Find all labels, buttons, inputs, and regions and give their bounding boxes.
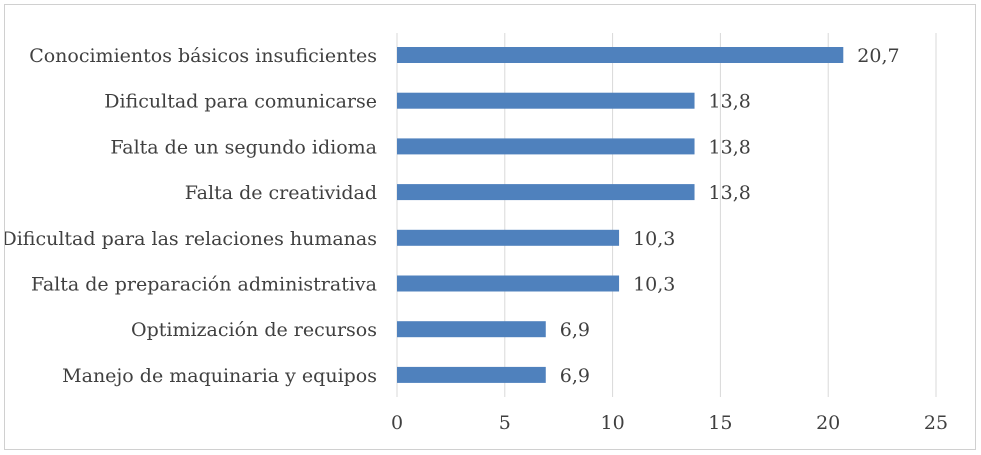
chart-frame: Conocimientos básicos insuficientes Dific… [1,4,976,450]
bar [397,47,844,63]
category-label: Conocimientos básicos insuficientes [29,45,377,67]
category-label: Falta de preparación administrativa [31,274,377,296]
x-tick-label: 15 [708,412,732,434]
category-label: Falta de creatividad [185,182,377,204]
bar [397,321,546,338]
bars [397,47,844,383]
bar [397,366,546,383]
category-label: Optimización de recursos [131,319,377,341]
bar-chart: Conocimientos básicos insuficientes Dific… [1,33,948,434]
data-label: 6,9 [560,365,590,387]
category-label: Manejo de maquinaria y equipos [62,365,377,387]
data-label: 6,9 [560,319,590,341]
data-label: 13,8 [709,91,751,113]
category-label: Falta de un segundo idioma [110,136,377,158]
data-label: 20,7 [857,45,899,67]
x-tick-label: 20 [816,412,840,434]
data-label: 13,8 [709,182,751,204]
category-labels: Conocimientos básicos insuficientes Dific… [1,45,377,387]
data-label: 13,8 [709,136,751,158]
bar [397,275,620,292]
x-tick-label: 10 [601,412,625,434]
category-label: Dificultad para comunicarse [104,91,377,113]
x-tick-label: 0 [391,412,403,434]
bar [397,229,620,246]
x-tick-label: 25 [924,412,948,434]
grid-lines [396,33,937,397]
x-tick-label: 5 [499,412,511,434]
bar [397,138,695,155]
bar [397,184,695,201]
x-axis-tick-labels: 0 5 10 15 20 25 [391,412,948,434]
bar [397,92,695,109]
data-labels: 20,7 13,8 13,8 13,8 10,3 10,3 6,9 6,9 [560,45,900,387]
data-label: 10,3 [633,274,675,296]
category-label: Dificultad para las relaciones humanas [5,228,377,250]
data-label: 10,3 [633,228,675,250]
